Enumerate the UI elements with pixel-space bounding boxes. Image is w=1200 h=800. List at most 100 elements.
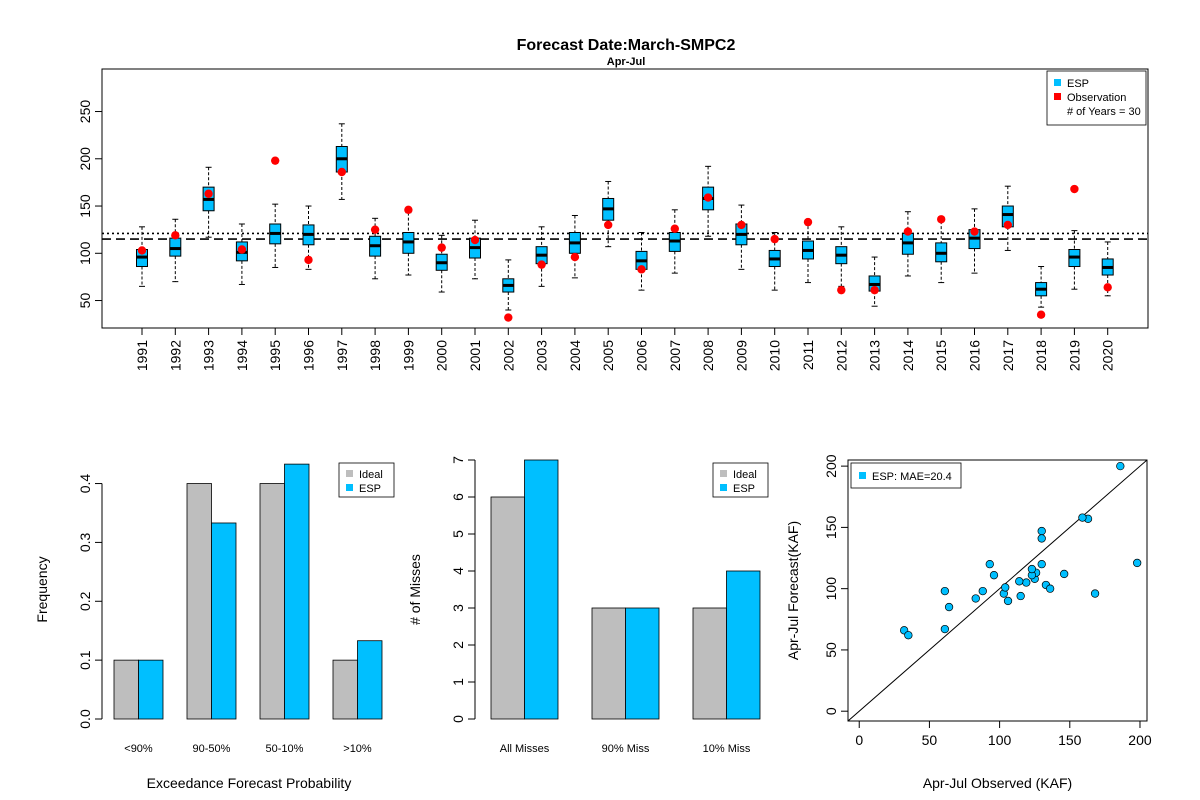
- observation-point: [504, 313, 513, 322]
- scatter-point: [1015, 577, 1024, 586]
- bar-esp: [625, 607, 660, 720]
- y-tick-label: 100: [823, 577, 839, 601]
- legend-swatch: [720, 470, 727, 477]
- x-tick-label: 2000: [434, 340, 450, 371]
- scatter-point: [1016, 591, 1025, 601]
- observation-point: [803, 217, 813, 227]
- scatter-point: [1060, 569, 1069, 579]
- observation-point: [870, 285, 879, 295]
- x-tick-label: 1993: [201, 340, 217, 371]
- y-tick-label: 5: [450, 530, 466, 538]
- x-tick-label: 200: [1128, 732, 1152, 748]
- x-tick-label: 2001: [467, 340, 483, 371]
- bar-esp: [524, 459, 559, 720]
- x-tick-label: 1992: [167, 340, 183, 371]
- bar-esp: [138, 659, 164, 720]
- scatter-point: [1022, 578, 1031, 587]
- plot-frame: [101, 68, 1149, 329]
- bar-esp: [357, 640, 383, 720]
- bar-ideal: [186, 483, 212, 720]
- x-tick-label: 2014: [900, 340, 916, 371]
- y-tick-label: 2: [450, 641, 466, 649]
- x-tick-label: 2004: [567, 340, 583, 371]
- boxplot-panel: 50 100 150 200 250 1991 1992 1993 1994 1995 1996 19…: [77, 68, 1149, 371]
- y-tick-label: 6: [450, 493, 466, 501]
- legend-label: Ideal: [733, 469, 757, 481]
- legend-box: [712, 462, 769, 498]
- x-tick-label: 0: [855, 732, 863, 748]
- x-tick-label: 1999: [400, 340, 416, 371]
- x-tick-label: 2011: [800, 340, 816, 370]
- legend-label: ESP: MAE=20.4: [872, 471, 952, 483]
- observation-point: [470, 235, 480, 245]
- legend-label: ESP: [1067, 78, 1089, 90]
- x-tick-label: 2002: [500, 340, 516, 371]
- x-tick-label: 2019: [1066, 340, 1082, 371]
- scatter-point: [971, 594, 980, 603]
- y-tick-label: 1: [450, 678, 466, 686]
- observation-point: [703, 193, 713, 202]
- y-tick-label: 0: [450, 715, 466, 723]
- bar-esp: [284, 463, 310, 720]
- x-tick-label: 2009: [733, 340, 749, 371]
- bar-ideal: [490, 496, 525, 720]
- x-category-label: 90% Miss: [602, 743, 650, 755]
- x-tick-label: 2008: [700, 340, 716, 371]
- x-category-label: <90%: [124, 743, 153, 755]
- x-tick-label: 100: [988, 732, 1012, 748]
- legend-swatch: [346, 484, 353, 491]
- x-axis-title: Exceedance Forecast Probability: [147, 775, 352, 791]
- x-tick-label: 150: [1058, 732, 1082, 748]
- scatter-panel: 0 50 100 150 200 0 50 100 150 200 ESP: MAE=20.4 Apr…: [785, 454, 1152, 791]
- observation-point: [837, 285, 846, 295]
- x-tick-label: 2016: [967, 340, 983, 371]
- x-tick-label: 2015: [933, 340, 949, 371]
- scatter-point: [989, 571, 999, 580]
- scatter-point: [1078, 513, 1087, 522]
- observation-point: [1070, 184, 1079, 194]
- bar-esp: [211, 522, 237, 720]
- x-tick-label: 1997: [334, 340, 350, 371]
- observation-point: [937, 215, 946, 224]
- plot-frame: [847, 459, 1148, 722]
- x-category-label: 90-50%: [193, 743, 231, 755]
- y-tick-label: 200: [77, 147, 93, 171]
- scatter-point: [1037, 526, 1046, 536]
- x-tick-label: 2003: [534, 340, 550, 371]
- scatter-point: [1001, 583, 1010, 592]
- observation-point: [437, 243, 446, 252]
- x-tick-label: 2010: [767, 340, 783, 371]
- scatter-point: [1090, 589, 1100, 598]
- x-category-label: >10%: [343, 743, 372, 755]
- y-tick-label: 0.3: [77, 532, 93, 552]
- x-tick-label: 2017: [1000, 340, 1016, 371]
- identity-line: [847, 459, 1148, 722]
- observation-point: [604, 220, 613, 230]
- y-tick-label: 200: [823, 454, 839, 478]
- y-tick-label: 150: [77, 194, 93, 218]
- legend-swatch: [720, 484, 727, 491]
- scatter-point: [1037, 534, 1046, 543]
- scatter-point: [1027, 564, 1037, 574]
- scatter-point: [1116, 461, 1125, 471]
- bar-ideal: [332, 659, 358, 720]
- y-axis-title: Frequency: [34, 556, 50, 622]
- scatter-point: [944, 602, 954, 612]
- observation-point: [670, 224, 679, 233]
- y-tick-label: 0.2: [77, 591, 93, 611]
- x-tick-label: 50: [922, 732, 938, 748]
- scatter-point: [1133, 558, 1142, 568]
- y-tick-label: 0.4: [77, 474, 93, 494]
- y-tick-label: 250: [77, 100, 93, 124]
- bar-ideal: [113, 659, 139, 720]
- x-tick-label: 1995: [267, 340, 283, 371]
- observation-point: [970, 227, 979, 236]
- observation-point: [271, 156, 280, 165]
- scatter-point: [940, 586, 950, 596]
- observation-point: [171, 231, 180, 240]
- y-tick-label: 0: [823, 707, 839, 715]
- legend-note: # of Years = 30: [1067, 106, 1141, 118]
- x-category-label: 50-10%: [266, 743, 304, 755]
